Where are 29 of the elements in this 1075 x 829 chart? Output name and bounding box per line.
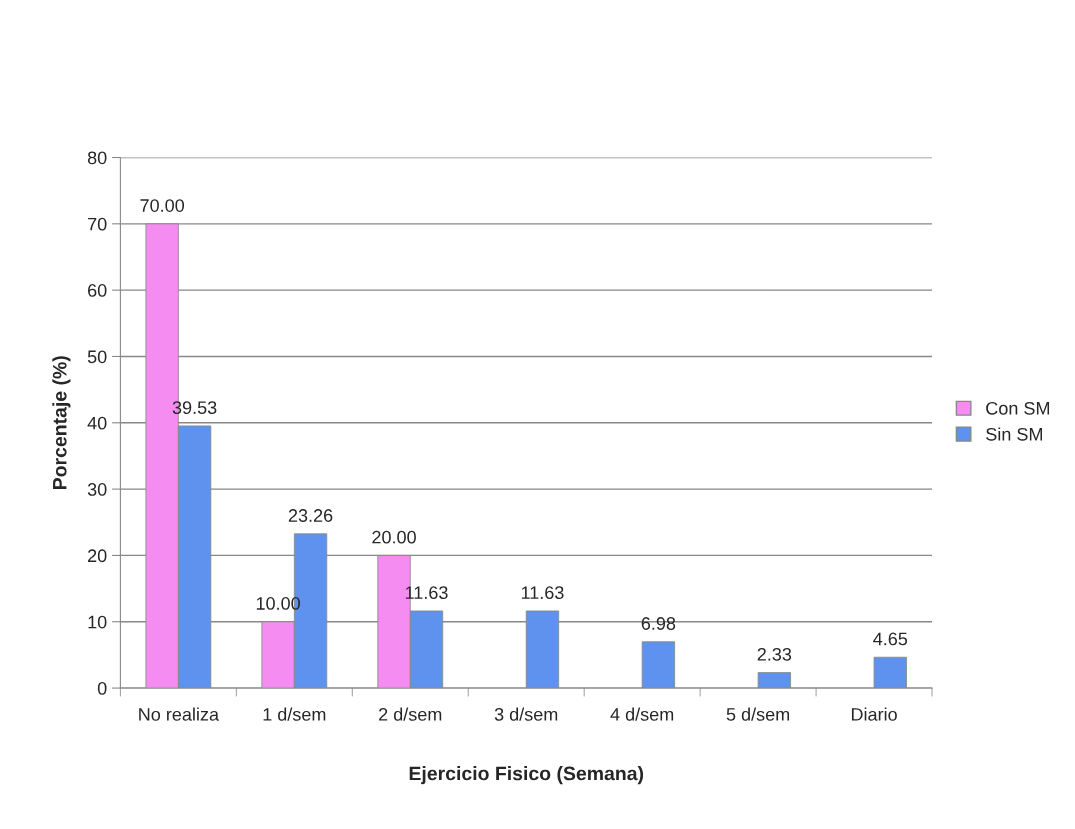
y-axis-title: Porcentaje (%)	[52, 356, 71, 490]
data-label: 11.63	[405, 586, 448, 600]
data-label: 23.26	[288, 509, 333, 522]
legend-label: Con SM	[986, 401, 1050, 415]
data-label: 39.53	[172, 401, 217, 414]
data-label: 6.98	[641, 617, 676, 630]
data-label: 2.33	[757, 647, 792, 661]
x-tick-label: 5 d/sem	[726, 707, 790, 721]
data-label: 70.00	[140, 199, 185, 212]
x-tick-label: 3 d/sem	[494, 707, 558, 721]
x-tick-label: No realiza	[139, 707, 220, 721]
y-tick-label: 0	[97, 682, 107, 695]
y-tick-label: 30	[87, 483, 107, 496]
x-tick-label: 4 d/sem	[610, 707, 674, 721]
y-tick-label: 60	[88, 284, 107, 297]
y-tick-label: 70	[88, 217, 107, 231]
x-tick-label: Diario	[851, 707, 897, 721]
y-tick-label: 50	[87, 350, 107, 364]
x-axis-title: Ejercicio Fisico (Semana)	[409, 766, 644, 785]
x-tick-label: 1 d/sem	[263, 707, 326, 721]
legend-label: Sin SM	[986, 427, 1042, 441]
data-label: 11.63	[521, 586, 564, 600]
data-label: 4.65	[873, 632, 908, 646]
x-tick-label: 2 d/sem	[379, 707, 442, 721]
y-tick-label: 10	[88, 615, 107, 629]
y-tick-label: 80	[87, 151, 107, 165]
y-tick-label: 40	[87, 416, 107, 430]
data-label: 20.00	[372, 530, 416, 544]
y-tick-label: 20	[88, 549, 107, 563]
